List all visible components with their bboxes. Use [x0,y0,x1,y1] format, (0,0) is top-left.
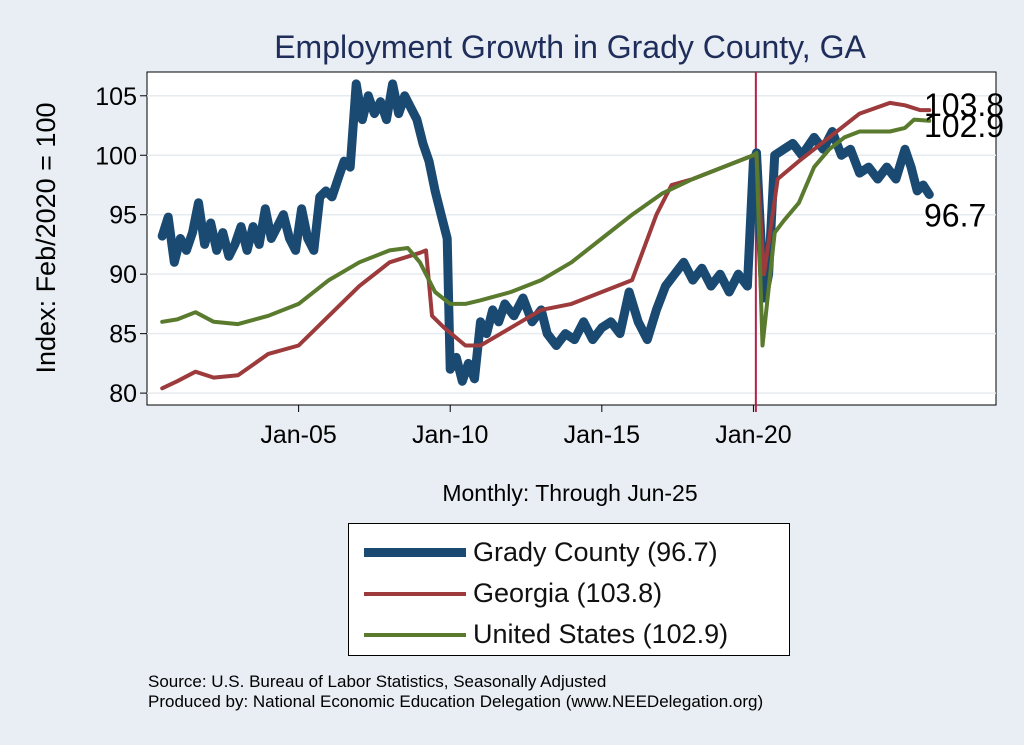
x-axis: Jan-05 Jan-10 Jan-15 Jan-20 [260,72,792,449]
x-axis-caption: Monthly: Through Jun-25 [442,480,698,506]
x-tick-label: Jan-20 [715,421,791,449]
end-label-grady-county: 96.7 [924,197,986,233]
y-tick-label: 85 [109,321,137,349]
chart-title: Employment Growth in Grady County, GA [274,29,866,65]
x-tick-label: Jan-05 [260,421,336,449]
legend: Grady County (96.7) Georgia (103.8) Unit… [348,523,790,656]
x-tick-label: Jan-10 [412,421,488,449]
legend-label-georgia: Georgia (103.8) [473,578,663,608]
y-axis: 80 85 90 95 100 105 [95,83,147,408]
legend-item-georgia: Georgia (103.8) [349,573,789,613]
legend-item-grady: Grady County (96.7) [349,532,789,572]
series-line-united-states [160,117,932,348]
y-tick-label: 95 [109,202,137,230]
end-label-united-states: 102.9 [924,108,1004,144]
y-tick-label: 100 [95,142,137,170]
y-axis-label: Index: Feb/2020 = 100 [31,103,61,374]
produced-by-line: Produced by: National Economic Education… [148,692,764,711]
legend-label-us: United States (102.9) [473,619,729,649]
legend-swatch-grady [364,548,466,557]
y-tick-label: 90 [109,261,137,289]
source-line: Source: U.S. Bureau of Labor Statistics,… [148,672,607,691]
x-tick-label: Jan-15 [564,421,640,449]
y-tick-label: 105 [95,83,137,111]
series-layer [157,79,934,391]
series-line-grady-county [157,79,934,386]
series-line-georgia [160,100,932,391]
legend-label-grady: Grady County (96.7) [473,537,718,567]
y-tick-label: 80 [109,380,137,408]
legend-item-us: United States (102.9) [349,614,789,654]
legend-swatch-georgia [364,592,466,596]
source-note: Source: U.S. Bureau of Labor Statistics,… [148,672,763,712]
end-label-georgia: 103.8 [924,87,1004,123]
legend-swatch-us [364,633,466,637]
